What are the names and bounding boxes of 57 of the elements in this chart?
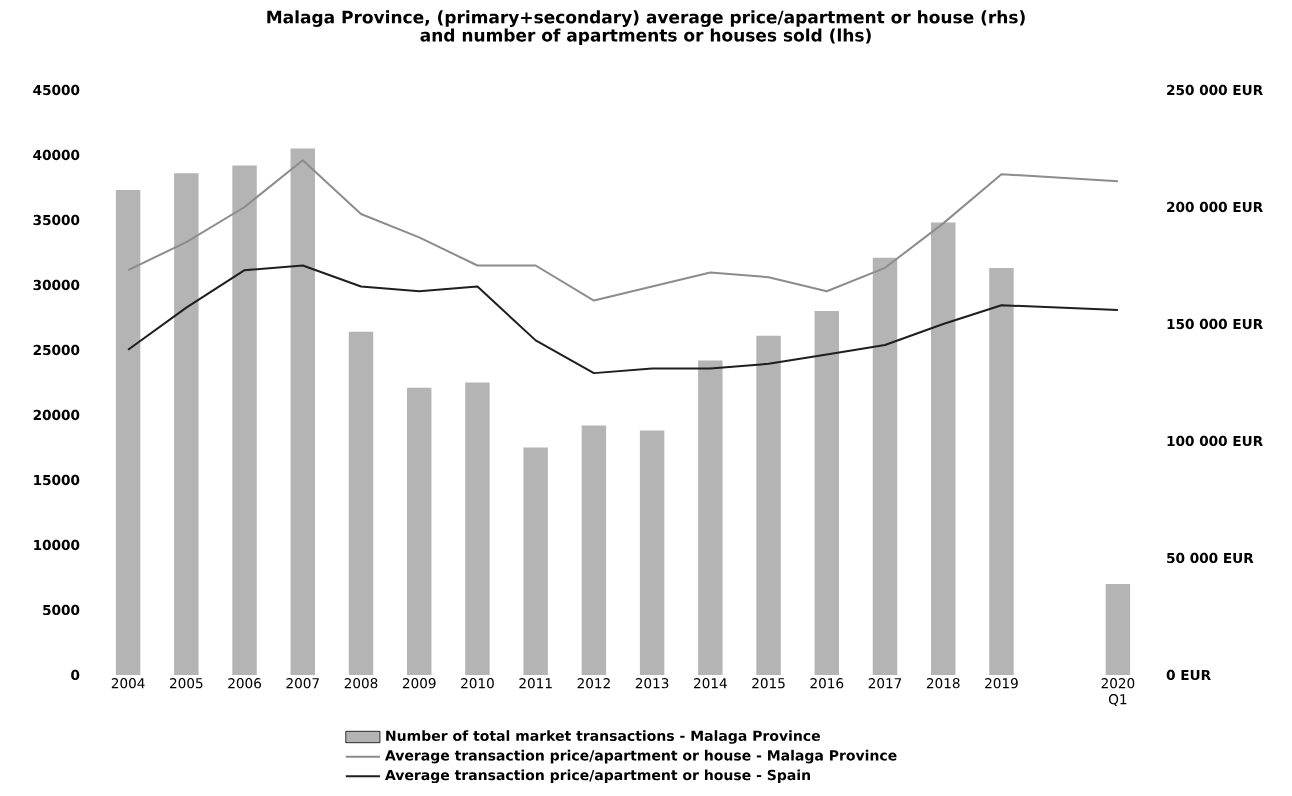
bar (174, 173, 199, 675)
x-tick-label: 2010 (461, 678, 494, 689)
line-series (127, 264, 1119, 375)
bar (1105, 583, 1131, 675)
y-tick-label: 25000 (33, 344, 80, 356)
bar (872, 257, 898, 675)
chart-subtitle: and number of apartments or houses sold (lhs) (420, 28, 871, 45)
y2-tick-label: 150 000 EUR (1167, 318, 1263, 330)
chart-title: Malaga Province, (primary+secondary) average price/apartment or house (rhs) (267, 10, 1025, 27)
bar (581, 425, 607, 675)
bar (407, 387, 432, 675)
x-tick-label: 2006 (228, 678, 262, 689)
bar (814, 310, 839, 675)
legend-label: Average transaction price/apartment or house - Spain (385, 769, 810, 784)
y-tick-label: 15000 (34, 474, 80, 486)
bar (930, 222, 956, 675)
x-tick-label: 2017 (868, 678, 902, 689)
x-tick-label: 2014 (694, 678, 727, 689)
x-tick-label: 2013 (635, 678, 669, 689)
legend-label: Number of total market transactions - Malaga Province (386, 730, 820, 744)
x-tick-label: 2018 (926, 678, 960, 689)
y2-tick-label: 0 EUR (1166, 669, 1211, 681)
y-tick-label: 45000 (33, 84, 80, 96)
x-tick-label: 2009 (402, 678, 436, 689)
y-tick-label: 20000 (33, 409, 80, 421)
bar (348, 331, 374, 675)
y-tick-label: 0 (71, 669, 80, 681)
bar (232, 165, 257, 675)
bar (290, 148, 316, 675)
bar (523, 447, 548, 675)
line-series (127, 159, 1119, 302)
legend-label: Average transaction price/apartment or house - Malaga Province (385, 749, 897, 764)
x-tick-label: 2019 (985, 678, 1018, 689)
x-tick-label: 2007 (286, 678, 319, 689)
bar (465, 382, 490, 675)
y-tick-label: 10000 (34, 539, 80, 551)
x-tick-label: 2016 (810, 678, 844, 689)
bar (989, 268, 1014, 675)
x-tick-label: 2012 (577, 678, 610, 689)
x-tick-label: 2015 (752, 678, 785, 689)
y2-tick-label: 250 000 EUR (1167, 84, 1263, 96)
x-tick-label: 2004 (111, 678, 145, 689)
bar (639, 430, 665, 675)
y-tick-label: 5000 (43, 604, 80, 616)
y-tick-label: 40000 (33, 149, 80, 161)
bar (698, 360, 723, 675)
x-tick-label: 2008 (344, 678, 378, 689)
y2-tick-label: 200 000 EUR (1167, 201, 1263, 213)
y-tick-label: 35000 (33, 214, 80, 226)
bar (756, 335, 781, 675)
y2-tick-label: 100 000 EUR (1167, 435, 1263, 447)
x-tick-label: 2011 (519, 678, 552, 689)
y-tick-label: 30000 (33, 279, 80, 291)
y2-tick-label: 50 000 EUR (1167, 552, 1254, 564)
bar (115, 190, 141, 675)
x-tick-label: 2005 (170, 678, 203, 689)
x-tick-label: 2020 Q1 (1101, 678, 1135, 706)
